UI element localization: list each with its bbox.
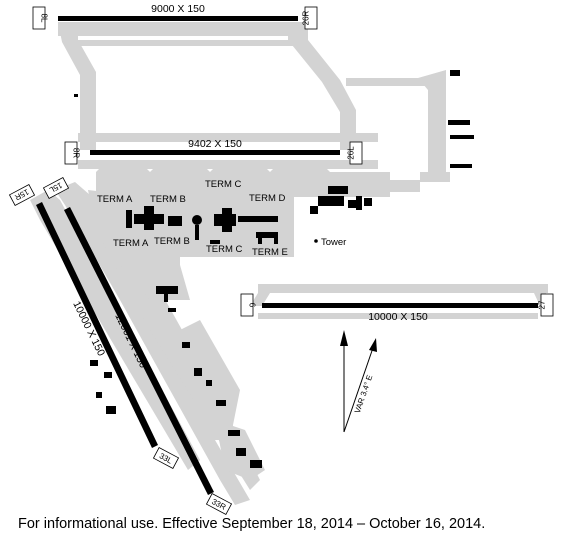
runway-end-box [205, 492, 233, 516]
runway-15L-33R [64, 207, 214, 495]
effective-date-footer: For informational use. Effective Septemb… [18, 516, 486, 532]
runway-end-box [64, 141, 78, 165]
terminal-a-label: TERM A [97, 194, 133, 205]
runway-6-27 [262, 303, 538, 308]
runway-end-6: 6 [248, 303, 257, 308]
true-north-arrow [340, 330, 348, 432]
north-arrows: VAR 3.4° E [340, 330, 377, 433]
buildings [74, 70, 474, 468]
runway-end-box [240, 293, 254, 317]
terminal-c-label: TERM C [205, 179, 242, 190]
magnetic-north-arrow [343, 338, 377, 433]
magnetic-variation-label: VAR 3.4° E [353, 374, 375, 415]
terminal-a-label-south: TERM A [113, 238, 149, 249]
runways [36, 16, 538, 495]
runway-end-box [304, 6, 318, 30]
runway-8L-26R-dimensions: 9000 X 150 [151, 3, 205, 15]
runway-end-box [152, 446, 180, 470]
runway-end-box [8, 183, 36, 207]
terminal-d-label: TERM D [249, 193, 286, 204]
terminal-c-label-south: TERM C [206, 244, 243, 255]
runway-8R-26L [90, 150, 340, 155]
runway-6-27-dimensions: 10000 X 150 [368, 311, 428, 323]
runway-end-labels: 8L 26R 8R 26L 6 27 15R 15L [8, 6, 554, 516]
runway-end-8R: 8R [72, 148, 81, 158]
runway-end-box [42, 176, 70, 200]
runway-end-26R: 26R [302, 10, 311, 25]
tower-label: Tower [321, 237, 346, 248]
terminal-labels: TERM A TERM B TERM C TERM D TERM A TERM … [97, 179, 346, 258]
taxiway-network [30, 22, 550, 505]
runway-end-box [32, 6, 46, 30]
runway-end-27: 27 [538, 300, 547, 309]
runway-end-box [540, 293, 554, 317]
runway-end-box [349, 141, 363, 165]
runway-15R-33L [36, 202, 158, 448]
terminal-e-label: TERM E [252, 247, 288, 258]
terminal-b-label: TERM B [150, 194, 186, 205]
runway-8L-26R [58, 16, 298, 21]
runway-end-26L: 26L [347, 146, 356, 160]
runway-end-8L: 8L [40, 14, 49, 23]
terminal-b-label-south: TERM B [154, 236, 190, 247]
runway-8R-26L-dimensions: 9402 X 150 [188, 138, 242, 150]
